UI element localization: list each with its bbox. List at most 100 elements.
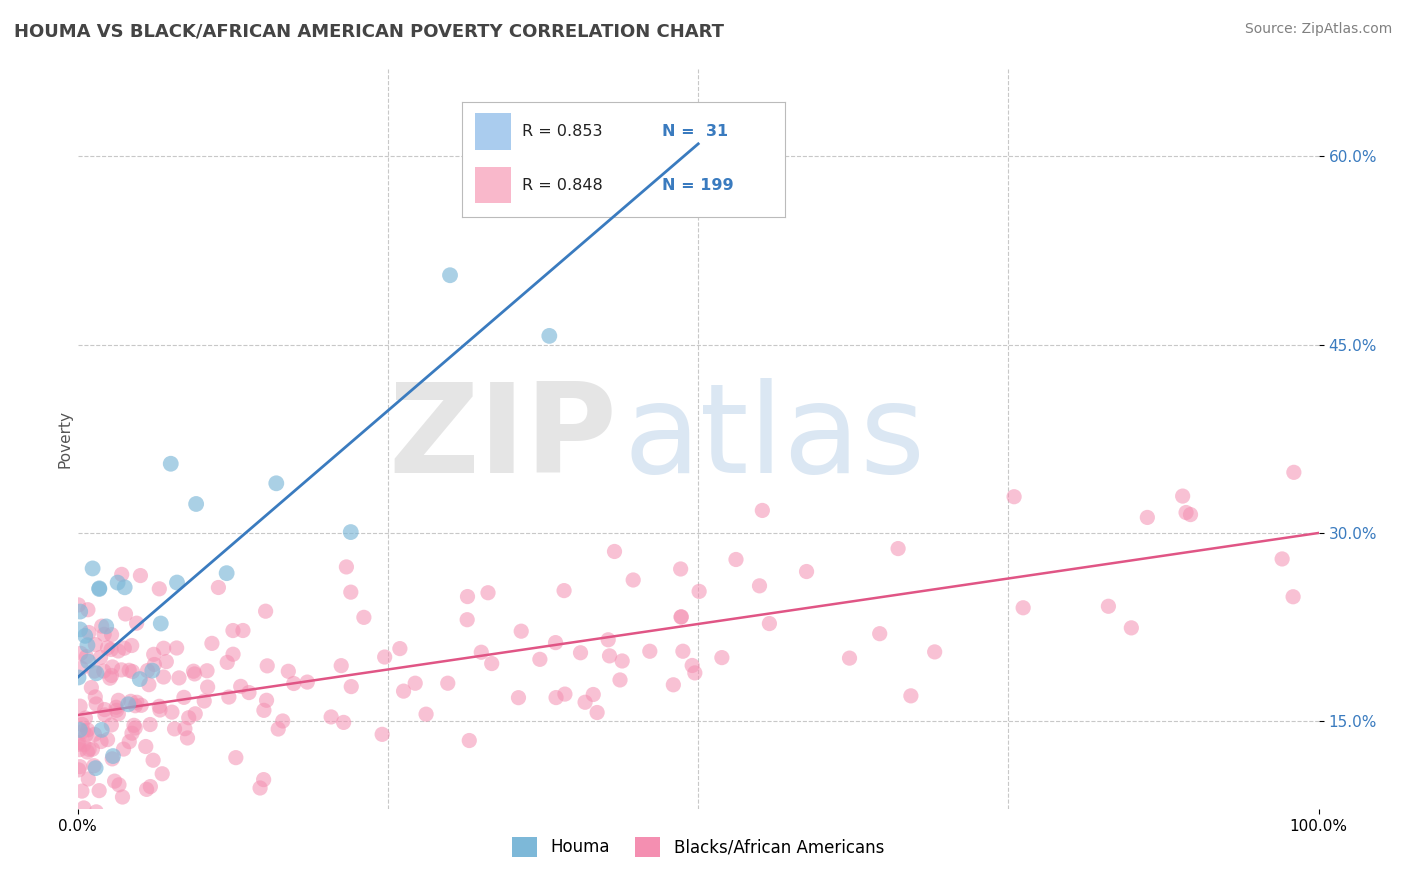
Point [388, 641, 411, 656]
Point [392, 684, 415, 698]
Point [83, 727, 105, 741]
Point [669, 610, 692, 624]
Point [108, 778, 131, 792]
Point [69, 699, 91, 714]
Point [195, 664, 218, 678]
Point [174, 722, 197, 736]
Point [1121, 621, 1143, 635]
Point [332, 715, 354, 730]
Point [93, 702, 115, 716]
Point [72, 724, 94, 739]
Point [177, 711, 200, 725]
Point [77, 603, 100, 617]
Point [121, 639, 143, 653]
Point [94, 814, 117, 829]
Point [838, 651, 860, 665]
Point [105, 700, 128, 714]
Point [193, 694, 215, 708]
Point [681, 658, 703, 673]
Point [150, 766, 173, 780]
Point [125, 695, 148, 709]
Point [222, 647, 245, 661]
Point [574, 695, 596, 709]
Point [1012, 600, 1035, 615]
Y-axis label: Poverty: Poverty [58, 409, 72, 467]
Point [173, 814, 195, 829]
Point [688, 146, 710, 161]
Point [139, 717, 162, 731]
Point [456, 613, 478, 627]
Point [529, 652, 551, 666]
Point [73, 801, 96, 815]
Point [112, 641, 135, 656]
Point [93, 664, 115, 678]
Point [121, 665, 143, 679]
Point [90, 650, 112, 665]
Point [207, 581, 229, 595]
Point [93, 627, 115, 641]
Point [710, 650, 733, 665]
Point [544, 690, 567, 705]
Legend: Houma, Blacks/African Americans: Houma, Blacks/African Americans [506, 830, 890, 863]
Point [66, 737, 89, 751]
Point [121, 726, 143, 740]
Point [83, 758, 105, 772]
Point [457, 590, 479, 604]
Point [477, 586, 499, 600]
Point [266, 476, 288, 491]
Point [510, 624, 533, 639]
Point [173, 690, 195, 705]
Point [748, 579, 770, 593]
Point [70, 717, 93, 731]
Point [1136, 510, 1159, 524]
Point [683, 665, 706, 680]
Point [118, 663, 141, 677]
Point [218, 690, 240, 704]
Point [105, 703, 128, 717]
Point [122, 718, 145, 732]
Point [100, 668, 122, 682]
Point [125, 616, 148, 631]
Point [100, 718, 122, 732]
Point [249, 780, 271, 795]
Point [75, 629, 97, 643]
Point [84, 638, 107, 652]
Point [1002, 490, 1025, 504]
Point [110, 663, 132, 677]
Point [553, 583, 575, 598]
Point [321, 710, 343, 724]
Text: ZIP: ZIP [389, 378, 617, 500]
Point [374, 650, 396, 665]
Point [152, 670, 174, 684]
Point [1171, 489, 1194, 503]
Point [142, 753, 165, 767]
Point [124, 698, 146, 713]
Point [75, 728, 97, 742]
Point [869, 626, 891, 640]
Point [69, 723, 91, 737]
Point [82, 742, 104, 756]
Point [124, 721, 146, 735]
Point [887, 541, 910, 556]
Point [415, 707, 437, 722]
Point [83, 814, 105, 829]
Point [184, 497, 207, 511]
Point [129, 568, 152, 582]
Point [86, 666, 108, 681]
Point [73, 738, 96, 752]
Point [159, 457, 181, 471]
Point [101, 752, 124, 766]
Point [662, 678, 685, 692]
Point [256, 658, 278, 673]
Point [77, 772, 100, 786]
Point [82, 561, 104, 575]
Text: HOUMA VS BLACK/AFRICAN AMERICAN POVERTY CORRELATION CHART: HOUMA VS BLACK/AFRICAN AMERICAN POVERTY … [14, 22, 724, 40]
Point [152, 641, 174, 656]
Point [339, 524, 361, 539]
Point [201, 636, 224, 650]
Point [70, 784, 93, 798]
Point [76, 814, 98, 828]
Point [672, 644, 695, 658]
Point [252, 772, 274, 787]
Point [254, 604, 277, 618]
